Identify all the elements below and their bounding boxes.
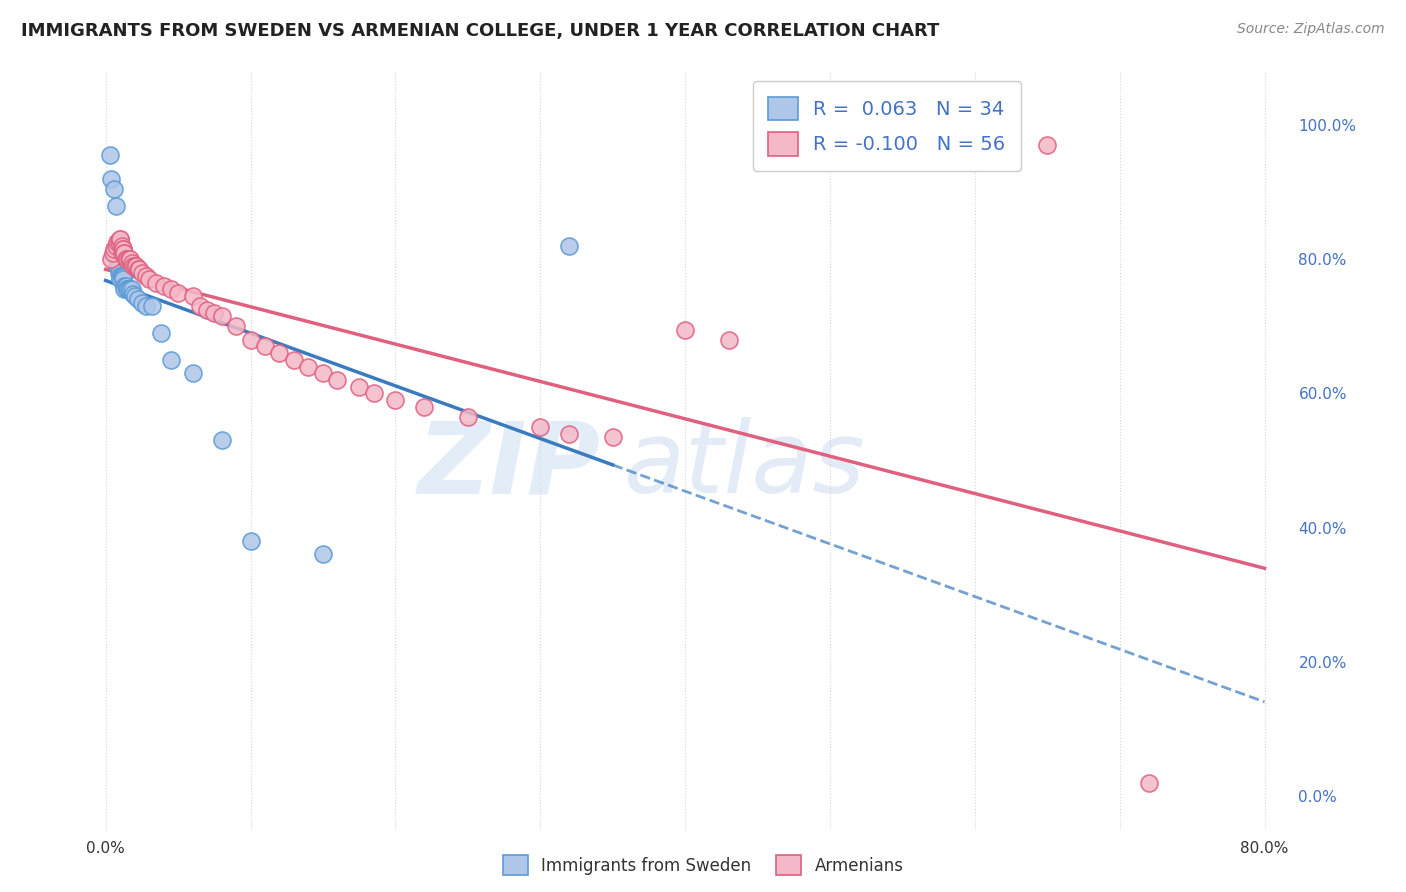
Point [188, 299, 211, 313]
Point [384, 393, 406, 408]
Point [347, 380, 370, 394]
Point [363, 386, 385, 401]
Point [103, 182, 125, 196]
Text: atlas: atlas [624, 417, 866, 514]
Text: ZIP: ZIP [418, 417, 600, 514]
Point [120, 252, 142, 267]
Point [115, 279, 138, 293]
Point [181, 289, 204, 303]
Point [1036, 138, 1059, 153]
Point [127, 262, 149, 277]
Point [558, 239, 581, 253]
Point [529, 420, 551, 434]
Point [124, 259, 146, 273]
Point [131, 296, 153, 310]
Point [225, 319, 247, 334]
Point [211, 434, 233, 448]
Point [103, 242, 125, 256]
Legend: R =  0.063   N = 34, R = -0.100   N = 56: R = 0.063 N = 34, R = -0.100 N = 56 [754, 81, 1021, 171]
Point [110, 245, 132, 260]
Point [114, 279, 136, 293]
Point [108, 268, 131, 283]
Point [122, 259, 145, 273]
Point [108, 232, 131, 246]
Point [673, 323, 696, 337]
Point [100, 171, 122, 186]
Point [152, 279, 174, 293]
Point [108, 272, 131, 286]
Point [110, 268, 132, 283]
Point [128, 262, 150, 277]
Point [108, 232, 131, 246]
Point [253, 339, 276, 353]
Point [120, 282, 142, 296]
Point [104, 239, 127, 253]
Point [135, 299, 157, 313]
Point [112, 272, 135, 286]
Point [413, 400, 436, 414]
Point [112, 270, 135, 285]
Point [135, 268, 157, 283]
Point [114, 282, 136, 296]
Point [118, 282, 141, 296]
Point [211, 310, 233, 324]
Point [105, 235, 128, 250]
Point [104, 198, 127, 212]
Point [107, 235, 129, 250]
Point [131, 266, 153, 280]
Point [124, 289, 146, 303]
Point [195, 302, 218, 317]
Point [127, 293, 149, 307]
Point [110, 268, 132, 283]
Point [117, 282, 139, 296]
Point [1137, 775, 1160, 789]
Legend: Immigrants from Sweden, Armenians: Immigrants from Sweden, Armenians [495, 847, 911, 884]
Point [105, 259, 128, 273]
Point [110, 239, 132, 253]
Point [160, 282, 183, 296]
Point [239, 534, 262, 549]
Point [239, 333, 262, 347]
Point [326, 373, 349, 387]
Point [107, 266, 129, 280]
Text: IMMIGRANTS FROM SWEDEN VS ARMENIAN COLLEGE, UNDER 1 YEAR CORRELATION CHART: IMMIGRANTS FROM SWEDEN VS ARMENIAN COLLE… [21, 22, 939, 40]
Point [312, 548, 335, 562]
Point [114, 245, 136, 260]
Point [118, 252, 141, 267]
Point [181, 366, 204, 380]
Point [283, 352, 305, 367]
Point [117, 252, 139, 267]
Point [717, 333, 740, 347]
Point [312, 366, 335, 380]
Point [602, 430, 624, 444]
Point [145, 276, 167, 290]
Point [558, 426, 581, 441]
Point [98, 148, 121, 162]
Point [138, 272, 160, 286]
Point [112, 242, 135, 256]
Point [122, 287, 145, 301]
Point [100, 252, 122, 267]
Point [115, 252, 138, 267]
Point [160, 352, 183, 367]
Point [457, 409, 479, 424]
Point [112, 242, 135, 256]
Point [101, 245, 124, 260]
Point [167, 285, 190, 300]
Point [141, 299, 163, 313]
Point [202, 306, 225, 320]
Point [121, 282, 143, 296]
Point [125, 259, 148, 273]
Point [121, 255, 143, 269]
Point [117, 282, 139, 296]
Point [269, 346, 291, 360]
Point [297, 359, 319, 374]
Point [114, 245, 136, 260]
Point [107, 255, 129, 269]
Point [149, 326, 172, 340]
Text: Source: ZipAtlas.com: Source: ZipAtlas.com [1237, 22, 1385, 37]
